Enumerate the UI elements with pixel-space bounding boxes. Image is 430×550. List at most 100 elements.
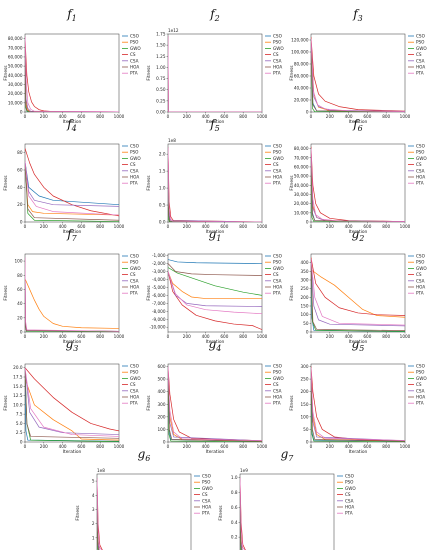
legend-label-cso: CSO: [273, 364, 283, 369]
y-tick-label: 1.0: [159, 186, 166, 191]
y-tick-label: 0: [306, 330, 309, 335]
x-tick-label: 1000: [257, 334, 268, 339]
x-tick-label: 0: [310, 444, 313, 449]
x-axis-label: Iteration: [63, 229, 82, 235]
panel-f2: f2 1e12 0 200 400 600 800 1000 0.00 0.25 0.50 0.75 1…: [146, 7, 284, 125]
legend-label-cs: CS: [273, 162, 279, 167]
series-line-cso: [311, 148, 405, 222]
panel-title: f6: [352, 117, 363, 133]
legend-label-gwo: GWO: [273, 376, 284, 381]
legend-label-hoa: HOA: [130, 175, 139, 180]
x-tick-label: 400: [345, 114, 353, 119]
legend-label-pso: PSO: [130, 150, 139, 155]
panel-f4: f40 200 400 600 800 1000020406080IterationFit…: [3, 117, 141, 235]
x-tick-label: 200: [326, 444, 334, 449]
series-line-hoa: [311, 367, 405, 442]
y-tick-label: 100: [301, 312, 309, 317]
series-line-pso: [168, 271, 262, 299]
legend-label-pta: PTA: [130, 401, 138, 406]
x-tick-label: 400: [202, 114, 210, 119]
y-tick-label: 40,000: [8, 73, 23, 78]
y-tick-label: 60,000: [294, 74, 309, 79]
y-axis-label: Fitness: [3, 175, 9, 191]
series-line-pso: [311, 148, 405, 222]
legend-label-gwo: GWO: [273, 46, 284, 51]
x-tick-label: 400: [202, 224, 210, 229]
x-tick-label: 200: [326, 114, 334, 119]
y-tick-label: 600: [158, 364, 166, 369]
x-tick-label: 800: [382, 224, 390, 229]
y-tick-label: 300: [301, 364, 309, 369]
y-tick-label: 120,000: [291, 38, 309, 43]
x-tick-label: 0: [24, 114, 27, 119]
series-line-pta: [168, 366, 262, 442]
y-tick-label: 5.0: [16, 421, 23, 426]
x-tick-label: 0: [167, 334, 170, 339]
series-group: [168, 36, 262, 112]
series-line-pta: [311, 259, 405, 326]
series-line-gwo: [168, 36, 262, 112]
y-axis-label: Fitness: [3, 65, 9, 81]
legend-label-hoa: HOA: [416, 65, 425, 70]
legend-label-cso: CSO: [416, 144, 426, 149]
series-line-cs: [25, 36, 119, 112]
legend-label-cs: CS: [130, 382, 136, 387]
series-group: [240, 477, 246, 550]
legend-label-pso: PSO: [416, 150, 425, 155]
series-group: [25, 257, 119, 332]
series-line-csa: [25, 257, 119, 332]
legend-label-csa: CSA: [130, 58, 139, 63]
series-line-pta: [25, 36, 119, 112]
x-tick-label: 800: [382, 334, 390, 339]
panel-title-subscript: 6: [358, 124, 363, 133]
x-tick-label: 200: [40, 224, 48, 229]
series-line-csa: [168, 147, 262, 222]
y-tick-label: -5,000: [152, 285, 166, 290]
legend-label-csa: CSA: [130, 388, 139, 393]
legend-label-gwo: GWO: [416, 266, 427, 271]
plot-frame: [310, 33, 406, 113]
y-tick-label: 80,000: [294, 62, 309, 67]
y-tick-label: 17.5: [13, 375, 23, 380]
series-line-csa: [168, 366, 262, 442]
legend-label-cs: CS: [273, 52, 279, 57]
x-tick-label: 1000: [114, 444, 125, 449]
legend-label-pso: PSO: [416, 370, 425, 375]
series-line-csa: [25, 38, 119, 112]
panel-g2: g20 200 400 600 800 1000050100150200250300350…: [289, 227, 427, 345]
x-tick-label: 0: [167, 114, 170, 119]
y-tick-label: 60,000: [294, 164, 309, 169]
y-tick-label: 1.50: [156, 43, 166, 48]
legend-label-hoa: HOA: [273, 395, 282, 400]
y-tick-label: 10.0: [13, 402, 23, 407]
panel-title-subscript: 1: [72, 14, 77, 23]
y-tick-label: 1.75: [156, 32, 166, 37]
legend-label-hoa: HOA: [416, 285, 425, 290]
series-line-pta: [311, 148, 405, 222]
y-tick-label: 400: [301, 260, 309, 265]
legend-label-csa: CSA: [416, 168, 425, 173]
x-axis-label: Iteration: [349, 449, 368, 455]
legend-label-pso: PSO: [416, 40, 425, 45]
y-tick-label: 300: [301, 278, 309, 283]
plot-frame: [167, 363, 263, 443]
y-tick-label: 70,000: [8, 45, 23, 50]
legend-label-csa: CSA: [416, 58, 425, 63]
panel-title-subscript: 5: [215, 124, 220, 133]
y-tick-label: 100,000: [291, 50, 309, 55]
legend-label-hoa: HOA: [273, 175, 282, 180]
x-axis-label: Iteration: [206, 229, 225, 235]
y-tick-label: 10,000: [294, 210, 309, 215]
y-tick-label: 400: [158, 389, 166, 394]
y-tick-label: 0: [163, 440, 166, 445]
x-tick-label: 1000: [400, 224, 411, 229]
series-line-cs: [25, 148, 119, 217]
y-axis-label: Fitness: [289, 285, 295, 301]
series-line-hoa: [168, 147, 262, 222]
series-group: [25, 367, 119, 442]
legend-label-gwo: GWO: [416, 376, 427, 381]
series-line-pso: [168, 147, 262, 222]
legend-label-cso: CSO: [202, 474, 212, 479]
y-tick-label: 1: [92, 535, 95, 540]
panel-g7: g71e9020040060080010000.00.20.40.60.81.0…: [218, 447, 356, 550]
